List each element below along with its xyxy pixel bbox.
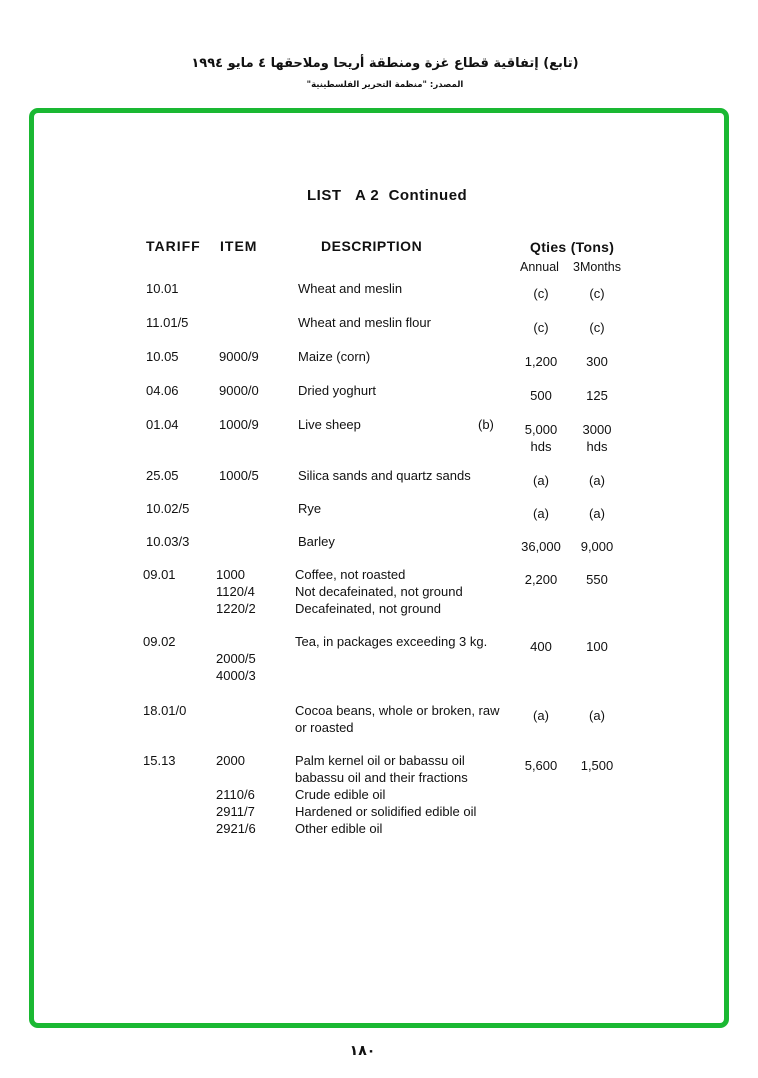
annual-qty: (a) [533,708,549,723]
item-code: 1000/5 [219,468,259,483]
item-code: 1000 [216,567,245,582]
annual-qty: (c) [533,286,549,301]
tariff-code: 09.02 [143,634,176,649]
description: Crude edible oil [295,787,386,802]
annual-qty: 2,200 [524,572,558,587]
description: Cocoa beans, whole or broken, raw [295,703,500,718]
3months-qty: 9,000 [580,539,614,554]
description: Other edible oil [295,821,383,836]
annual-qty: 400 [530,639,552,654]
list-title: LIST A 2 Continued [307,187,468,204]
tariff-code: 15.13 [143,753,176,768]
column-header-3months: 3Months [573,260,621,274]
tariff-code: 25.05 [146,468,179,483]
description: Wheat and meslin [298,281,403,296]
annual-qty: 1,200 [524,354,558,369]
tariff-code: 01.04 [146,417,179,432]
tariff-code: 10.02/5 [146,501,190,516]
3months-qty: (c) [589,286,605,301]
annual-qty: (a) [533,473,549,488]
3months-qty: hds [586,439,608,454]
annual-qty: 5,600 [524,758,558,773]
item-code: 4000/3 [216,668,256,683]
tariff-code: 04.06 [146,383,179,398]
3months-qty: (c) [589,320,605,335]
description: Not decafeinated, not ground [295,584,463,599]
description: Rye [298,501,322,516]
annual-qty: (a) [533,506,549,521]
description: Hardened or solidified edible oil [295,804,477,819]
document-source: المصدر: "منظمة التحرير الفلسطينية" [306,80,464,90]
column-header-tariff: TARIFF [146,238,201,254]
tariff-code: 10.03/3 [146,534,190,549]
description: Maize (corn) [298,349,371,364]
description: Decafeinated, not ground [295,601,441,616]
3months-qty: 1,500 [580,758,614,773]
document-header-title: (تابع) إتفاقية قطاع غزة ومنطقة أريحا ومل… [191,56,579,71]
description: babassu oil and their fractions [295,770,468,785]
page-frame [29,108,729,1028]
description: or roasted [295,720,354,735]
description: Tea, in packages exceeding 3 kg. [295,634,488,649]
column-header-description: DESCRIPTION [321,238,423,254]
annual-qty: 36,000 [521,539,561,554]
3months-qty: (a) [589,473,605,488]
tariff-code: 11.01/5 [146,315,189,330]
tariff-code: 10.05 [146,349,179,364]
item-code: 2911/7 [216,804,255,819]
column-header-item: ITEM [220,238,258,254]
3months-qty: 125 [586,388,608,403]
tariff-code: 18.01/0 [143,703,187,718]
item-code: 2000 [216,753,245,768]
annual-qty: 500 [530,388,552,403]
3months-qty: 100 [586,639,608,654]
annual-qty: (c) [533,320,549,335]
item-code: 2000/5 [216,651,256,666]
note: (b) [478,417,494,432]
3months-qty: 550 [586,572,608,587]
3months-qty: (a) [589,506,605,521]
column-header-qties: Qties (Tons) [530,239,615,255]
3months-qty: 3000 [582,422,612,437]
item-code: 2921/6 [216,821,256,836]
3months-qty: (a) [589,708,605,723]
item-code: 2110/6 [216,787,255,802]
description: Coffee, not roasted [295,567,406,582]
item-code: 9000/0 [219,383,259,398]
description: Silica sands and quartz sands [298,468,471,483]
description: Palm kernel oil or babassu oil [295,753,465,768]
description: Dried yoghurt [298,383,377,398]
tariff-code: 09.01 [143,567,176,582]
page-number: ١٨٠ [349,1043,376,1059]
item-code: 9000/9 [219,349,259,364]
column-header-annual: Annual [520,260,559,274]
3months-qty: 300 [586,354,608,369]
item-code: 1000/9 [219,417,259,432]
description: Wheat and meslin flour [298,315,431,330]
description: Live sheep [298,417,361,432]
description: Barley [298,534,335,549]
item-code: 1220/2 [216,601,256,616]
item-code: 1120/4 [216,584,255,599]
annual-qty: hds [530,439,552,454]
tariff-code: 10.01 [146,281,179,296]
annual-qty: 5,000 [524,422,558,437]
